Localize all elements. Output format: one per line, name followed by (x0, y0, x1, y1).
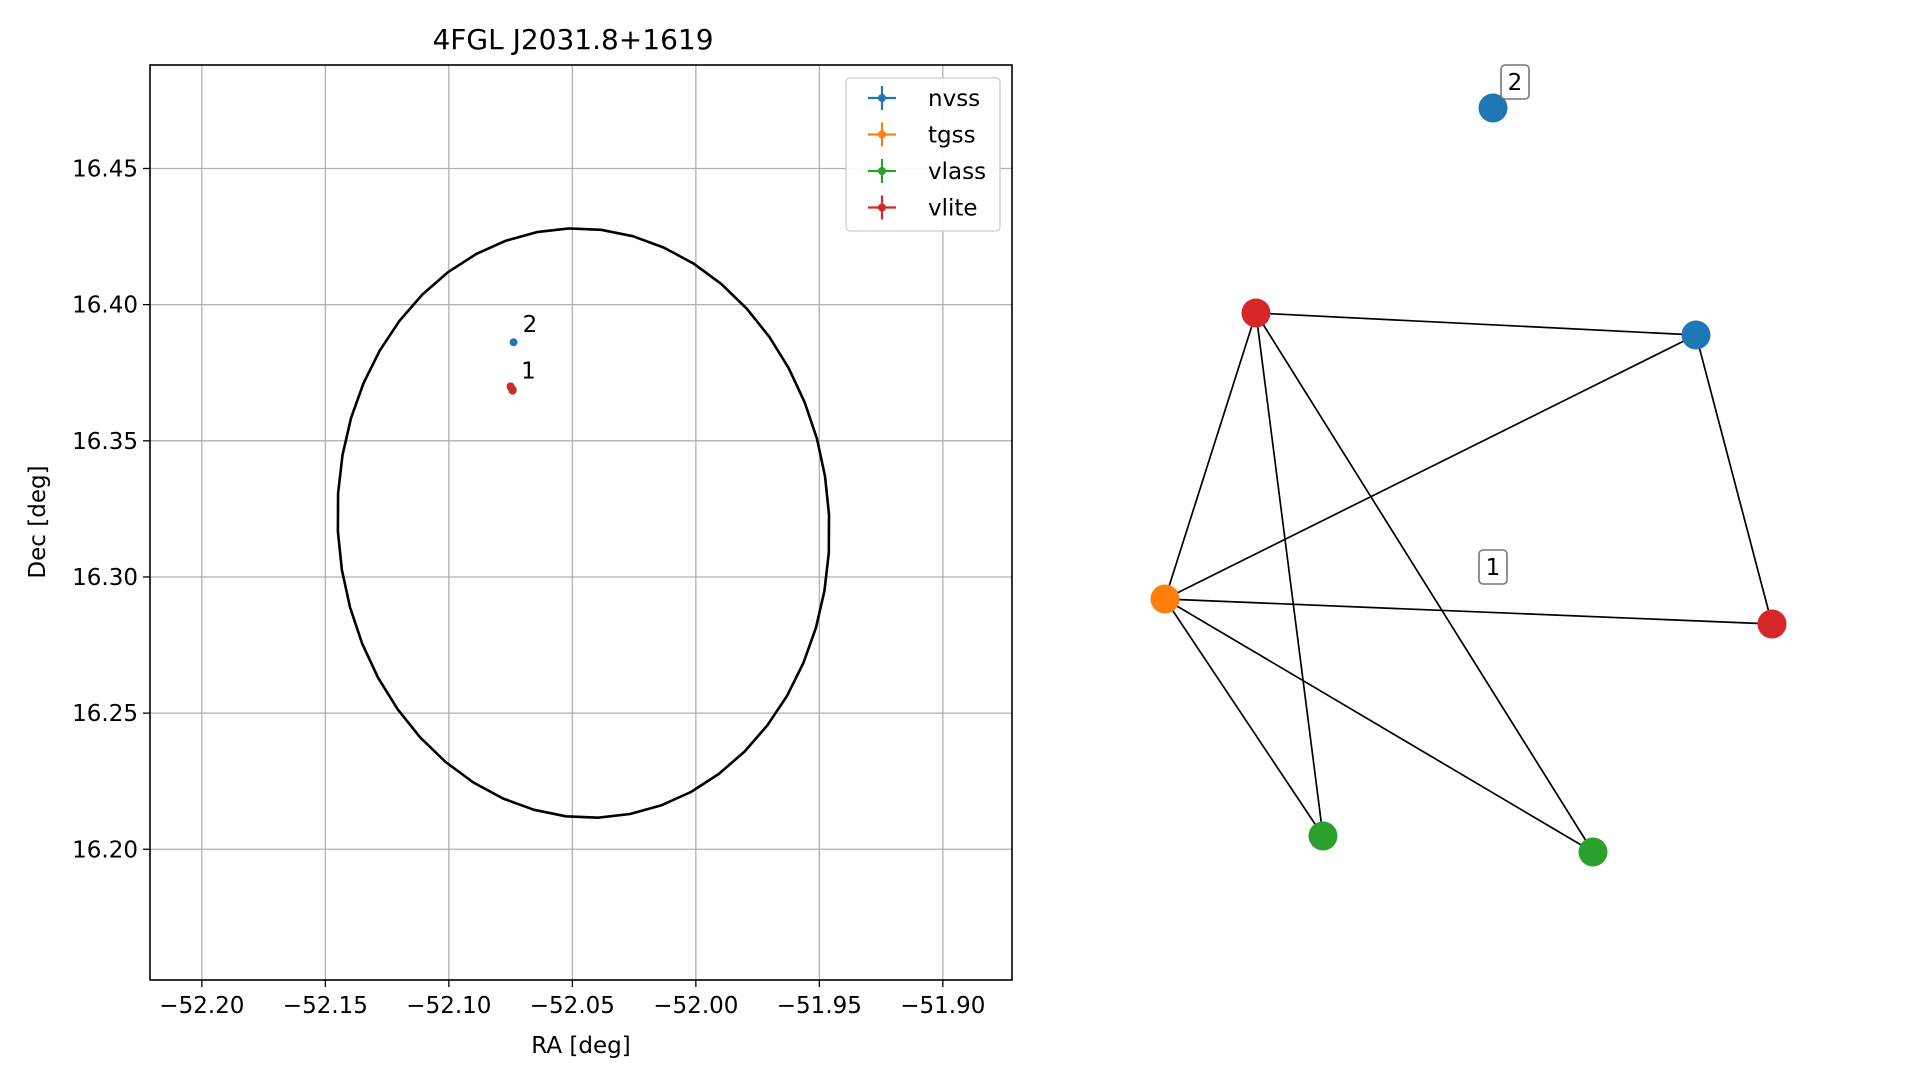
graph-node-vlass (1308, 821, 1338, 851)
x-tick-label: −52.05 (530, 993, 615, 1019)
point-annotations: 21 (521, 312, 537, 384)
legend-vlass-marker (878, 167, 886, 175)
graph-node-nvss (1478, 93, 1508, 123)
graph-label-box (1478, 549, 1508, 585)
grid-lines (150, 65, 1012, 980)
plot-frame (149, 64, 1013, 981)
nvss-point (509, 338, 518, 347)
legend-tgss-marker (878, 130, 886, 139)
graph-edges (1164, 312, 1773, 853)
legend-vlite-marker (878, 203, 886, 212)
y-tick-label: 16.20 (72, 837, 138, 863)
legend-box (845, 77, 1001, 232)
legend-vlite-label: vlite (928, 196, 978, 222)
y-tick-label: 16.40 (72, 293, 138, 319)
error-ellipse-path (336, 227, 831, 820)
x-axis-label: RA [deg] (531, 1033, 630, 1059)
point-annotation: 1 (521, 359, 536, 385)
graph-edge (1695, 334, 1773, 625)
legend: nvss tgss vlass vlite (845, 77, 1001, 232)
y-tick-label: 16.45 (72, 156, 138, 182)
y-tick-label: 16.30 (72, 565, 138, 591)
legend-tgss-label: tgss (928, 123, 976, 149)
legend-vlass-label: vlass (928, 159, 986, 185)
source-points (506, 338, 518, 395)
graph-edge (1255, 312, 1324, 837)
association-graph: 12 (1150, 64, 1787, 867)
x-tick-label: −52.20 (159, 993, 244, 1019)
graph-nodes (1150, 93, 1787, 867)
graph-edge (1164, 334, 1697, 600)
x-tick-label: −52.15 (283, 993, 368, 1019)
graph-node-vlite (1757, 609, 1787, 639)
point-annotation: 2 (523, 312, 538, 338)
x-tick-label: −52.00 (653, 993, 738, 1019)
graph-node-vlass (1578, 837, 1608, 867)
x-axis-ticks: −52.20 −52.15 −52.10 −52.05 −52.00 −51.95 −51.… (159, 980, 985, 1019)
legend-nvss-label: nvss (928, 86, 980, 112)
sky-position-chart: 4FGL J2031.8+1619 21 −52.20 −52.15 −52.10−… (25, 23, 1013, 1059)
graph-edge (1164, 598, 1324, 837)
graph-edge (1255, 312, 1594, 853)
graph-label-box (1500, 64, 1530, 100)
legend-entries: nvss tgss vlass vlite (868, 86, 986, 222)
x-tick-label: −51.95 (777, 993, 862, 1019)
error-ellipse (336, 227, 831, 820)
graph-node-nvss (1681, 320, 1711, 350)
y-tick-label: 16.25 (72, 701, 138, 727)
graph-label-text: 1 (1486, 555, 1501, 581)
y-axis-label: Dec [deg] (25, 465, 51, 578)
graph-node-vlite (1241, 298, 1271, 328)
legend-nvss-marker (878, 94, 886, 102)
graph-edge (1164, 598, 1594, 853)
y-tick-label: 16.35 (72, 429, 138, 455)
vlite-point (508, 386, 517, 395)
graph-labels: 12 (1478, 64, 1530, 585)
chart-title: 4FGL J2031.8+1619 (432, 23, 713, 56)
graph-edge (1255, 312, 1697, 336)
graph-edge (1164, 598, 1773, 625)
graph-node-tgss (1150, 584, 1180, 614)
x-tick-label: −51.90 (900, 993, 985, 1019)
graph-edge (1164, 312, 1257, 600)
x-tick-label: −52.10 (406, 993, 491, 1019)
y-axis-ticks: 16.20 16.25 16.30 16.35 16.40 16.45 (72, 156, 150, 863)
graph-label-text: 2 (1508, 70, 1523, 96)
